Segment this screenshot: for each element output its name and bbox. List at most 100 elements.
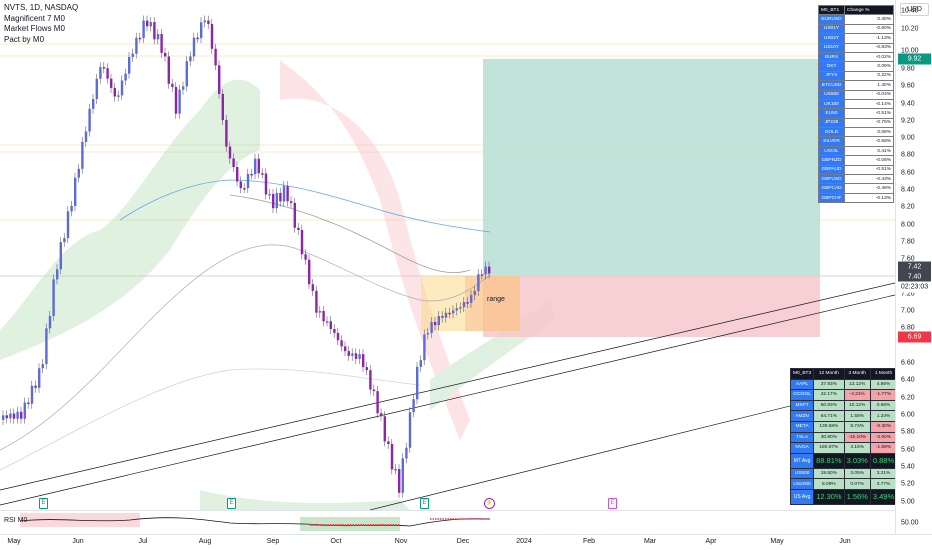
price-tick: 9.60	[901, 82, 915, 90]
candle-body	[106, 68, 109, 79]
mag-symbol: US500	[789, 467, 815, 480]
candle-body	[430, 322, 433, 333]
bar-countdown: 02:23:03	[898, 281, 931, 293]
chart-plot-area[interactable]: NVTS, 1D, NASDAQ Magnificent 7 M0 Market…	[0, 0, 895, 510]
candle-body	[416, 366, 419, 400]
candle-body	[398, 469, 401, 493]
mag-1-month: 0.66%	[869, 399, 895, 412]
candle-body	[264, 173, 268, 195]
mag-3-month: 13.12%	[843, 378, 871, 391]
candle-body	[444, 312, 448, 318]
earnings-marker-may[interactable]: E	[39, 498, 48, 509]
candle-body	[308, 259, 311, 285]
mag-symbol: US Avg	[789, 488, 815, 505]
time-axis-label: Nov	[394, 538, 408, 545]
candle-body	[99, 67, 102, 79]
candle-body	[120, 80, 124, 96]
candle-body	[160, 34, 163, 53]
indicator-pact[interactable]: Pact by M0	[4, 34, 45, 44]
candle-body	[329, 321, 332, 329]
time-axis-label: Feb	[582, 538, 596, 545]
candle-body	[20, 411, 23, 419]
fx-symbol: JPYX	[818, 70, 845, 82]
candle-body	[81, 141, 84, 169]
fx-header-symbol: M0_BT1	[818, 4, 845, 16]
mag-1-month: -1.69%	[869, 442, 895, 454]
time-axis[interactable]: May Jun Jul Aug Sep Oct Nov Dec 2024 Feb Mar Apr May…	[0, 534, 932, 550]
mag-symbol: META	[789, 420, 815, 433]
price-tick: 8.80	[901, 151, 915, 159]
current-price-tag-b: 7.40	[898, 271, 931, 283]
mag-3-month: 0.07%	[843, 478, 871, 490]
candle-body	[470, 295, 473, 303]
candle-body	[102, 67, 106, 69]
candle-body	[218, 65, 221, 94]
fx-symbol: GOLD	[818, 127, 845, 138]
price-tick: 9.40	[901, 100, 915, 108]
earnings-marker-upcoming[interactable]: E	[608, 498, 617, 509]
candle-body	[171, 83, 174, 87]
candle-body	[365, 367, 368, 371]
candle-body	[452, 310, 455, 314]
time-axis-label: May	[770, 538, 784, 545]
indicator-market-flows[interactable]: Market Flows M0	[4, 24, 65, 33]
time-axis-label: May	[7, 538, 21, 545]
fx-table-row: DXY 0.09%	[818, 61, 894, 72]
mag-3-month: -4.21%	[843, 389, 871, 401]
mag-3-month: -15.10%	[843, 431, 871, 444]
candle-body	[290, 201, 293, 203]
fx-symbol: GBPAUD	[818, 164, 845, 176]
candle-body	[466, 302, 469, 304]
earnings-marker-nov[interactable]: E	[420, 498, 429, 509]
mag-table-header: 1 Month	[869, 368, 895, 380]
candle-body	[293, 202, 296, 228]
fx-table-row: EU50 -0.51%	[818, 108, 894, 119]
rsi-label[interactable]: RSI M0	[4, 517, 28, 524]
candle-body	[221, 93, 224, 121]
fx-symbol: EU50	[818, 108, 845, 119]
price-tick: 10.00	[901, 47, 919, 55]
price-tick: 7.80	[901, 238, 915, 246]
price-tick: 6.00	[901, 411, 915, 419]
price-tick: 9.20	[901, 117, 915, 125]
time-axis-label: Dec	[456, 538, 470, 545]
indicator-magnificent7[interactable]: Magnificent 7 M0	[4, 13, 65, 23]
mag-1-month: 3.49%	[869, 488, 895, 505]
candle-body	[5, 415, 8, 419]
mag-symbol: GOOGL	[789, 389, 815, 401]
candle-body	[354, 353, 358, 359]
candle-body	[200, 22, 203, 39]
earnings-marker-aug[interactable]: E	[227, 498, 236, 509]
candle-body	[174, 86, 178, 114]
candle-body	[441, 316, 444, 318]
candle-body	[318, 310, 322, 313]
candle-body	[419, 360, 422, 367]
fx-symbol: UK100	[818, 98, 845, 110]
candle-body	[261, 173, 264, 175]
symbol-title[interactable]: NVTS, 1D, NASDAQ	[4, 3, 79, 12]
candle-body	[333, 328, 336, 333]
mag-3-month: 4.15%	[843, 442, 871, 454]
mag-symbol: AAPL	[789, 378, 815, 391]
price-tick: 9.00	[901, 134, 915, 142]
candle-body	[347, 351, 350, 356]
price-tick: 5.60	[901, 446, 915, 454]
price-chart[interactable]	[0, 0, 895, 510]
candle-body	[185, 61, 188, 87]
fx-table-row: GOLD 0.08%	[818, 127, 894, 138]
currency-button[interactable]: USD	[900, 3, 929, 16]
candle-body	[135, 37, 138, 54]
fx-table-row: JP225 -0.75%	[818, 117, 894, 129]
candle-body	[488, 266, 491, 274]
candle-body	[167, 56, 170, 84]
price-tick: 6.40	[901, 376, 915, 384]
rsi-pane[interactable]: RSI M0	[0, 510, 895, 534]
fx-change: -0.51%	[844, 108, 894, 119]
fx-table-row: GBPUSD -0.43%	[818, 174, 894, 185]
price-scale[interactable]: USD 10.40 10.20 10.00 9.80 9.60 9.40 9.20 9.00 8…	[895, 0, 932, 534]
candle-body	[23, 402, 26, 419]
mag-1-month: 3.21%	[869, 467, 895, 480]
candle-body	[300, 230, 304, 255]
split-icon[interactable]: ⚡	[484, 498, 495, 509]
candle-body	[66, 211, 70, 239]
